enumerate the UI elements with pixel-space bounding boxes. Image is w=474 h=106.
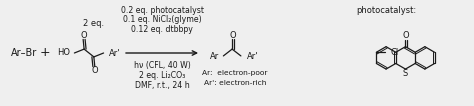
Text: photocatalyst:: photocatalyst: — [356, 6, 416, 15]
Text: O: O — [402, 31, 409, 40]
Text: O: O — [81, 31, 87, 40]
Text: Ar': electron-rich: Ar': electron-rich — [204, 80, 266, 86]
Text: Cl: Cl — [390, 48, 398, 57]
Text: S: S — [403, 69, 408, 78]
Text: hν (CFL, 40 W): hν (CFL, 40 W) — [134, 61, 191, 70]
Text: Ar': Ar' — [247, 52, 258, 61]
Text: 0.2 eq. photocatalyst: 0.2 eq. photocatalyst — [120, 6, 203, 15]
Text: +: + — [40, 47, 50, 59]
Text: DMF, r.t., 24 h: DMF, r.t., 24 h — [135, 81, 190, 90]
Text: O: O — [91, 66, 98, 75]
Text: Ar:  electron-poor: Ar: electron-poor — [202, 70, 268, 76]
Text: HO: HO — [57, 47, 71, 56]
Text: Ar': Ar' — [109, 49, 121, 57]
Text: 2 eq.: 2 eq. — [83, 19, 104, 28]
Text: 0.1 eq. NiCl₂(glyme): 0.1 eq. NiCl₂(glyme) — [123, 15, 201, 24]
Text: 0.12 eq. dtbbpy: 0.12 eq. dtbbpy — [131, 25, 193, 34]
Text: Ar: Ar — [210, 52, 219, 61]
Text: 2 eq. Li₂CO₃: 2 eq. Li₂CO₃ — [139, 71, 185, 80]
Text: Ar–Br: Ar–Br — [10, 48, 37, 58]
Text: O: O — [230, 31, 237, 40]
